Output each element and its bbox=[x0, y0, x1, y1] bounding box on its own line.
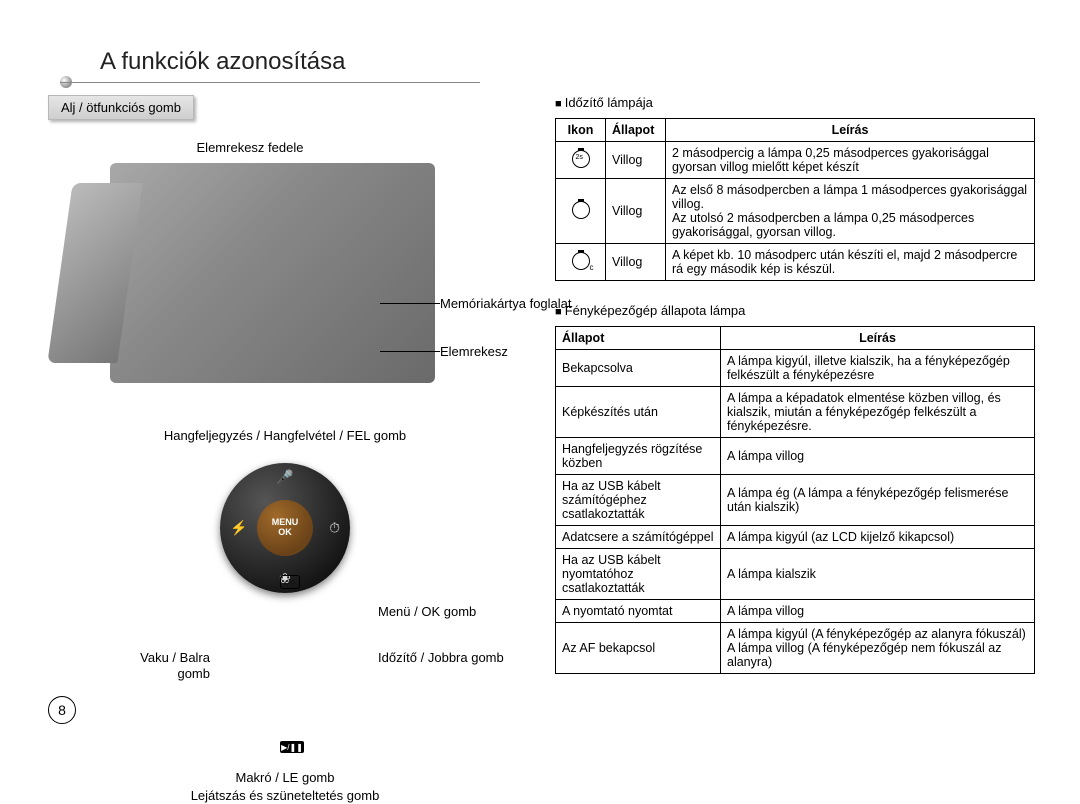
col-status: Állapot bbox=[556, 327, 721, 350]
table-row: Ha az USB kábelt nyomtatóhoz csatlakozta… bbox=[556, 549, 1035, 600]
mic-icon: 🎤 bbox=[276, 469, 293, 486]
timer-double-icon bbox=[572, 252, 590, 270]
dial-center-text: MENU OK bbox=[257, 500, 313, 556]
macro-down-label: Makró / LE gomb bbox=[50, 770, 520, 786]
status-cell: Villog bbox=[606, 244, 666, 281]
status-cell: Bekapcsolva bbox=[556, 350, 721, 387]
status-cell: Adatcsere a számítógéppel bbox=[556, 526, 721, 549]
table-row: Az AF bekapcsol A lámpa kigyúl (A fényké… bbox=[556, 623, 1035, 674]
desc-cell: 2 másodpercig a lámpa 0,25 másodperces g… bbox=[666, 142, 1035, 179]
title-underline bbox=[60, 82, 480, 83]
table-row: A nyomtató nyomtat A lámpa villog bbox=[556, 600, 1035, 623]
icon-cell bbox=[556, 179, 606, 244]
table-header-row: Ikon Állapot Leírás bbox=[556, 119, 1035, 142]
record-indicator-icon: ○○ bbox=[280, 575, 300, 589]
timer-lamp-table: Ikon Állapot Leírás Villog 2 másodpercig… bbox=[555, 118, 1035, 281]
timer-lamp-heading: Időzítő lámpája bbox=[555, 95, 1035, 110]
table-row: Hangfeljegyzés rögzítése közben A lámpa … bbox=[556, 438, 1035, 475]
table-header-row: Állapot Leírás bbox=[556, 327, 1035, 350]
five-way-button-section: Hangfeljegyzés / Hangfelvétel / FEL gomb… bbox=[50, 428, 520, 668]
timer-2s-icon bbox=[572, 150, 590, 168]
left-column: Elemrekesz fedele Memóriakártya foglalat… bbox=[50, 140, 520, 668]
voice-memo-label: Hangfeljegyzés / Hangfelvétel / FEL gomb bbox=[50, 428, 520, 443]
icon-cell bbox=[556, 244, 606, 281]
table-row: Villog A képet kb. 10 másodperc után kés… bbox=[556, 244, 1035, 281]
page-number: 8 bbox=[48, 696, 76, 724]
desc-cell: A lámpa villog bbox=[721, 438, 1035, 475]
desc-cell: A lámpa ég (A lámpa a fényképezőgép feli… bbox=[721, 475, 1035, 526]
desc-cell: Az első 8 másodpercben a lámpa 1 másodpe… bbox=[666, 179, 1035, 244]
timer-icon: ⏱ bbox=[329, 520, 340, 537]
desc-cell: A lámpa villog bbox=[721, 600, 1035, 623]
section-label: Alj / ötfunkciós gomb bbox=[48, 95, 194, 120]
battery-compartment-label: Elemrekesz bbox=[440, 344, 508, 359]
col-desc: Leírás bbox=[721, 327, 1035, 350]
camera-status-heading: Fényképezőgép állapota lámpa bbox=[555, 303, 1035, 318]
col-status: Állapot bbox=[606, 119, 666, 142]
callout-line bbox=[380, 303, 440, 304]
memory-slot-label: Memóriakártya foglalat bbox=[440, 296, 572, 311]
timer-10s-icon bbox=[572, 201, 590, 219]
flash-left-label: Vaku / Balra gomb bbox=[120, 650, 210, 683]
status-cell: Hangfeljegyzés rögzítése közben bbox=[556, 438, 721, 475]
desc-cell: A lámpa kigyúl (az LCD kijelző kikapcsol… bbox=[721, 526, 1035, 549]
status-cell: Az AF bekapcsol bbox=[556, 623, 721, 674]
page-title: A funkciók azonosítása bbox=[100, 48, 345, 76]
status-cell: A nyomtató nyomtat bbox=[556, 600, 721, 623]
col-icon: Ikon bbox=[556, 119, 606, 142]
desc-cell: A lámpa kigyúl (A fényképezőgép az alany… bbox=[721, 623, 1035, 674]
table-row: Adatcsere a számítógéppel A lámpa kigyúl… bbox=[556, 526, 1035, 549]
table-row: Bekapcsolva A lámpa kigyúl, illetve kial… bbox=[556, 350, 1035, 387]
status-cell: Villog bbox=[606, 142, 666, 179]
col-desc: Leírás bbox=[666, 119, 1035, 142]
desc-cell: A lámpa kigyúl, illetve kialszik, ha a f… bbox=[721, 350, 1035, 387]
play-pause-label: Lejátszás és szüneteltetés gomb bbox=[50, 788, 520, 804]
table-row: Villog Az első 8 másodpercben a lámpa 1 … bbox=[556, 179, 1035, 244]
icon-cell bbox=[556, 142, 606, 179]
status-cell: Villog bbox=[606, 179, 666, 244]
desc-cell: A lámpa kialszik bbox=[721, 549, 1035, 600]
camera-status-table: Állapot Leírás Bekapcsolva A lámpa kigyú… bbox=[555, 326, 1035, 674]
table-row: Ha az USB kábelt számítógéphez csatlakoz… bbox=[556, 475, 1035, 526]
timer-right-label: Időzítő / Jobbra gomb bbox=[378, 650, 504, 666]
camera-bottom-photo bbox=[110, 163, 435, 383]
flash-icon: ⚡ bbox=[230, 520, 247, 537]
menu-ok-label: Menü / OK gomb bbox=[378, 604, 476, 620]
table-row: Villog 2 másodpercig a lámpa 0,25 másodp… bbox=[556, 142, 1035, 179]
status-cell: Képkészítés után bbox=[556, 387, 721, 438]
right-column: Időzítő lámpája Ikon Állapot Leírás Vill… bbox=[555, 95, 1035, 674]
status-cell: Ha az USB kábelt nyomtatóhoz csatlakozta… bbox=[556, 549, 721, 600]
five-way-dial-photo: MENU OK 🎤 ❀ ⚡ ⏱ bbox=[220, 463, 350, 593]
desc-cell: A lámpa a képadatok elmentése közben vil… bbox=[721, 387, 1035, 438]
table-row: Képkészítés után A lámpa a képadatok elm… bbox=[556, 387, 1035, 438]
desc-cell: A képet kb. 10 másodperc után készíti el… bbox=[666, 244, 1035, 281]
status-cell: Ha az USB kábelt számítógéphez csatlakoz… bbox=[556, 475, 721, 526]
play-pause-icon: ▶/❚❚ bbox=[280, 741, 304, 753]
callout-line bbox=[380, 351, 440, 352]
battery-cover-label: Elemrekesz fedele bbox=[110, 140, 390, 155]
